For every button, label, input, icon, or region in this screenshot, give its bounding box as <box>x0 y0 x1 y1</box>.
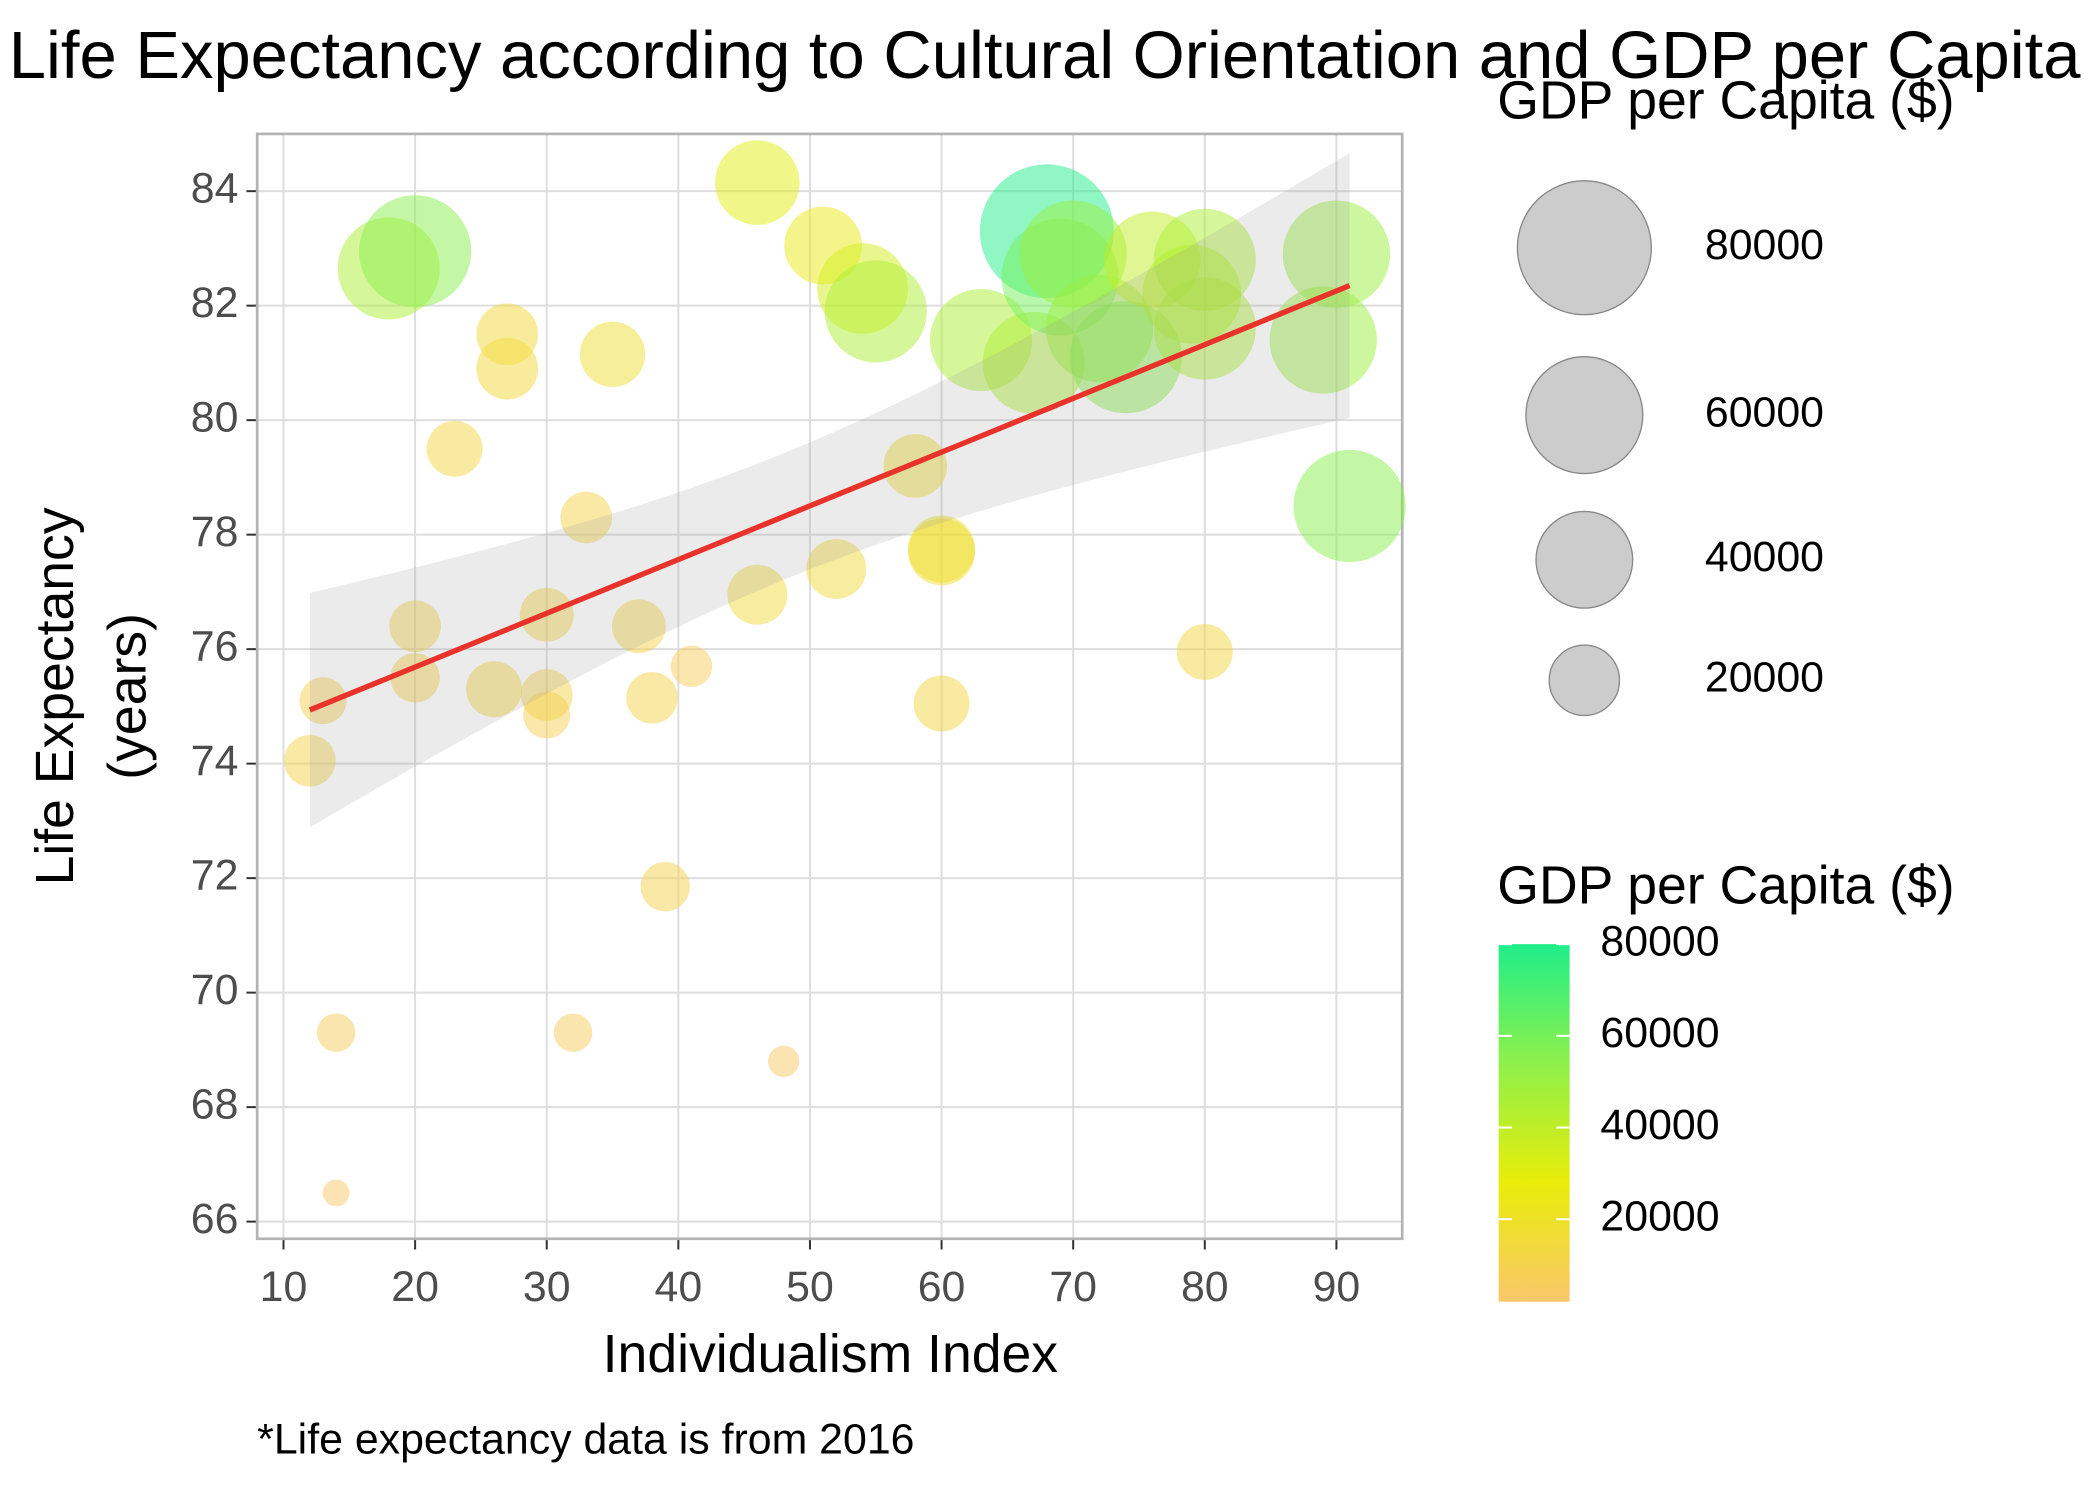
y-tick-label: 68 <box>191 1080 239 1128</box>
point <box>611 599 666 654</box>
x-tick-label: 60 <box>918 1263 966 1311</box>
point <box>579 321 646 387</box>
point <box>390 653 440 703</box>
point <box>283 734 336 787</box>
size-legend-key <box>1516 180 1652 316</box>
y-tick-label: 78 <box>191 508 239 556</box>
y-tick-label: 70 <box>191 966 239 1014</box>
point <box>908 518 976 586</box>
point <box>322 1179 350 1207</box>
legend-title: GDP per Capita ($) <box>1497 72 1954 131</box>
y-axis-title: Life Expectancy <box>26 507 85 885</box>
point <box>1269 286 1377 394</box>
point <box>523 691 571 739</box>
x-axis-title: Individualism Index <box>603 1325 1059 1384</box>
size-legend-key <box>1535 510 1634 609</box>
point <box>913 675 970 732</box>
point <box>1282 200 1391 308</box>
y-tick-label: 82 <box>191 279 239 327</box>
x-tick-label: 30 <box>523 1263 571 1311</box>
colorbar-label: 80000 <box>1600 917 1719 965</box>
point <box>626 671 678 724</box>
y-tick-label: 72 <box>191 851 239 899</box>
point <box>1293 449 1406 563</box>
point <box>670 645 713 688</box>
y-tick-label: 84 <box>191 164 239 212</box>
point <box>824 260 927 363</box>
y-axis-title: (years) <box>98 613 157 780</box>
colorbar <box>1498 944 1570 1302</box>
size-legend-label: 40000 <box>1705 533 1824 581</box>
x-tick-label: 40 <box>655 1263 703 1311</box>
point <box>426 420 483 477</box>
size-legend-label: 60000 <box>1705 388 1824 436</box>
size-legend-label: 20000 <box>1705 654 1824 702</box>
x-tick-label: 50 <box>786 1263 834 1311</box>
point <box>299 677 347 725</box>
point <box>727 564 788 625</box>
y-tick-label: 74 <box>191 737 239 785</box>
y-tick-label: 80 <box>191 393 239 441</box>
point <box>806 539 867 599</box>
point <box>466 661 523 718</box>
point <box>553 1013 593 1052</box>
x-tick-label: 20 <box>391 1263 439 1311</box>
x-tick-label: 90 <box>1313 1263 1361 1311</box>
point <box>883 434 948 498</box>
size-legend-label: 80000 <box>1705 221 1824 269</box>
point <box>640 862 690 912</box>
point <box>560 491 613 544</box>
point <box>389 600 441 653</box>
points <box>283 140 1406 1207</box>
y-tick-label: 66 <box>191 1195 239 1243</box>
point <box>767 1045 800 1077</box>
point <box>359 195 472 308</box>
size-legend-key <box>1525 356 1644 475</box>
confidence-band <box>309 153 1350 828</box>
size-legend-key <box>1548 644 1621 717</box>
panel-border <box>255 132 1404 1241</box>
point <box>715 140 800 225</box>
x-tick-label: 10 <box>260 1263 308 1311</box>
point <box>476 337 539 400</box>
colorbar-label: 60000 <box>1600 1009 1719 1057</box>
x-tick-label: 80 <box>1181 1263 1229 1311</box>
chart-title: Life Expectancy according to Cultural Or… <box>9 18 2081 93</box>
colorbar-label: 40000 <box>1600 1101 1719 1149</box>
x-tick-label: 70 <box>1049 1263 1097 1311</box>
caption: *Life expectancy data is from 2016 <box>257 1416 914 1464</box>
legend-title: GDP per Capita ($) <box>1497 856 1954 915</box>
point <box>316 1013 356 1052</box>
point <box>1176 624 1233 680</box>
trend-line <box>308 283 1351 713</box>
colorbar-label: 20000 <box>1600 1193 1719 1241</box>
y-tick-label: 76 <box>191 622 239 670</box>
